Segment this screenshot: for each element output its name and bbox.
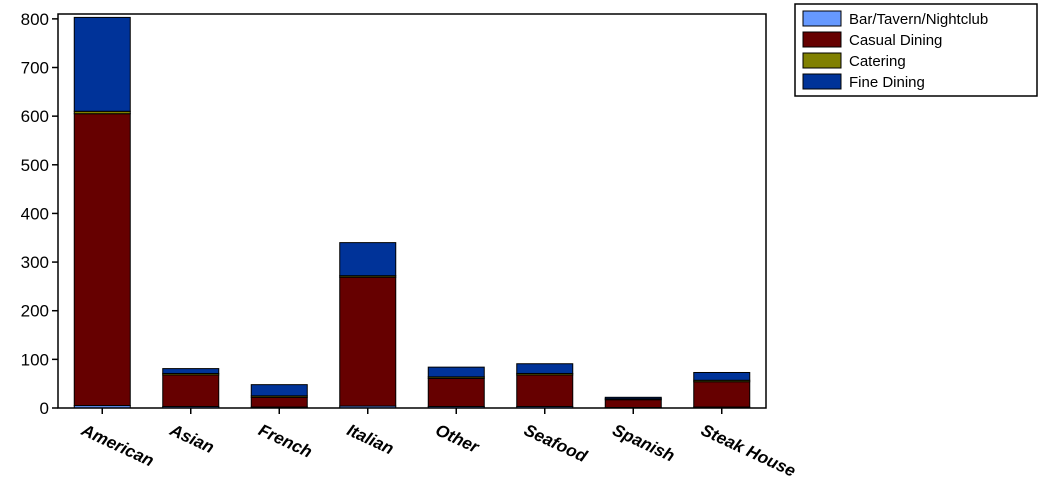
- bar-asian-fine-dining: [162, 368, 220, 374]
- legend-label-bar-tavern-nightclub: Bar/Tavern/Nightclub: [849, 11, 988, 28]
- bar-steak-house-casual-dining: [693, 381, 751, 408]
- bar-seafood-fine-dining: [516, 363, 574, 374]
- x-tick-label-spanish: Spanish: [610, 420, 678, 465]
- y-tick-label-400: 400: [21, 204, 49, 223]
- legend-swatch-casual-dining: [802, 31, 842, 48]
- y-tick-label-300: 300: [21, 253, 49, 272]
- bar-french-casual-dining: [250, 396, 308, 408]
- bar-italian-fine-dining: [339, 242, 397, 277]
- legend-swatch-catering: [802, 52, 842, 69]
- bar-american-casual-dining: [73, 113, 131, 407]
- bar-other-casual-dining: [427, 377, 485, 408]
- bar-other-fine-dining: [427, 366, 485, 378]
- x-tick-label-italian: Italian: [344, 420, 397, 458]
- y-tick-label-700: 700: [21, 59, 49, 78]
- x-tick-label-steak-house: Steak House: [698, 420, 799, 480]
- bar-steak-house-fine-dining: [693, 371, 751, 381]
- y-tick-label-600: 600: [21, 107, 49, 126]
- y-tick-label-0: 0: [40, 399, 49, 418]
- legend-swatch-fine-dining: [802, 73, 842, 90]
- bar-asian-casual-dining: [162, 374, 220, 408]
- x-tick-label-other: Other: [433, 420, 483, 457]
- legend-label-casual-dining: Casual Dining: [849, 32, 942, 49]
- bar-french-fine-dining: [250, 384, 308, 397]
- bar-seafood-casual-dining: [516, 374, 574, 408]
- y-axis: 0 100 200 300 400 500 600 700 800: [21, 10, 58, 418]
- x-tick-label-asian: Asian: [166, 420, 217, 457]
- x-tick-label-french: French: [256, 420, 315, 461]
- bars-layer: [73, 16, 751, 409]
- legend-label-fine-dining: Fine Dining: [849, 74, 925, 91]
- bar-spanish-casual-dining: [604, 399, 662, 409]
- x-tick-label-seafood: Seafood: [521, 420, 590, 466]
- bar-italian-casual-dining: [339, 276, 397, 407]
- y-tick-label-100: 100: [21, 350, 49, 369]
- legend: Bar/Tavern/Nightclub Casual Dining Caterin…: [794, 3, 1038, 97]
- plot-frame: [57, 13, 767, 409]
- legend-swatch-bar-tavern-nightclub: [802, 10, 842, 27]
- bar-american-fine-dining: [73, 16, 131, 112]
- y-tick-label-800: 800: [21, 10, 49, 29]
- y-tick-label-500: 500: [21, 156, 49, 175]
- x-axis: American Asian French Italian Other Seafood Sp…: [78, 408, 799, 481]
- y-tick-label-200: 200: [21, 302, 49, 321]
- x-tick-label-american: American: [78, 420, 157, 470]
- legend-label-catering: Catering: [849, 53, 906, 70]
- bar-spanish-fine-dining: [604, 396, 662, 400]
